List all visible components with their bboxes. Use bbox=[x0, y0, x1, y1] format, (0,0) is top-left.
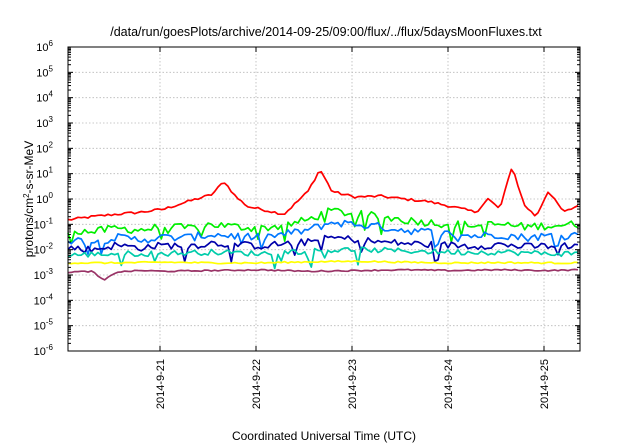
x-tick-label: 2014-9-21 bbox=[155, 359, 167, 409]
series-line bbox=[67, 234, 579, 263]
y-tick-label: 101 bbox=[36, 166, 53, 181]
series-line bbox=[67, 168, 579, 221]
y-tick-label: 10-6 bbox=[34, 343, 54, 358]
data-series bbox=[67, 168, 579, 281]
series-line bbox=[67, 246, 579, 270]
y-axis-label: protons/cm2-s-sr-MeV bbox=[22, 141, 37, 257]
x-tick-labels: 2014-9-21 2014-9-22 2014-9-23 2014-9-24 2014… bbox=[155, 359, 551, 409]
y-tick-label: 100 bbox=[36, 191, 53, 206]
series-line bbox=[67, 268, 579, 281]
series-line bbox=[67, 259, 579, 265]
y-tick-label: 10-4 bbox=[34, 292, 54, 307]
y-tick-label: 105 bbox=[36, 64, 53, 79]
y-tick-label: 104 bbox=[36, 90, 53, 105]
y-tick-label: 10-5 bbox=[34, 318, 54, 333]
y-tick-labels: 10-6 10-5 10-4 10-3 10-2 10-1 100 101 102 103 104 1… bbox=[34, 39, 54, 358]
series-line bbox=[67, 219, 579, 255]
y-tick-label: 102 bbox=[36, 140, 53, 155]
series-line bbox=[67, 207, 579, 245]
y-tick-label: 10-3 bbox=[34, 267, 54, 282]
y-tick-label: 103 bbox=[36, 115, 53, 130]
y-tick-label: 106 bbox=[36, 39, 53, 54]
axis-ticks bbox=[68, 46, 580, 352]
chart-title: /data/run/goesPlots/archive/2014-09-25/0… bbox=[110, 25, 542, 39]
x-tick-label: 2014-9-24 bbox=[443, 359, 455, 409]
x-tick-label: 2014-9-22 bbox=[251, 359, 263, 409]
y-tick-label: 10-1 bbox=[34, 216, 54, 231]
x-tick-label: 2014-9-25 bbox=[539, 359, 551, 409]
y-tick-label: 10-2 bbox=[34, 242, 54, 257]
x-tick-label: 2014-9-23 bbox=[347, 359, 359, 409]
x-axis-label: Coordinated Universal Time (UTC) bbox=[232, 429, 416, 443]
